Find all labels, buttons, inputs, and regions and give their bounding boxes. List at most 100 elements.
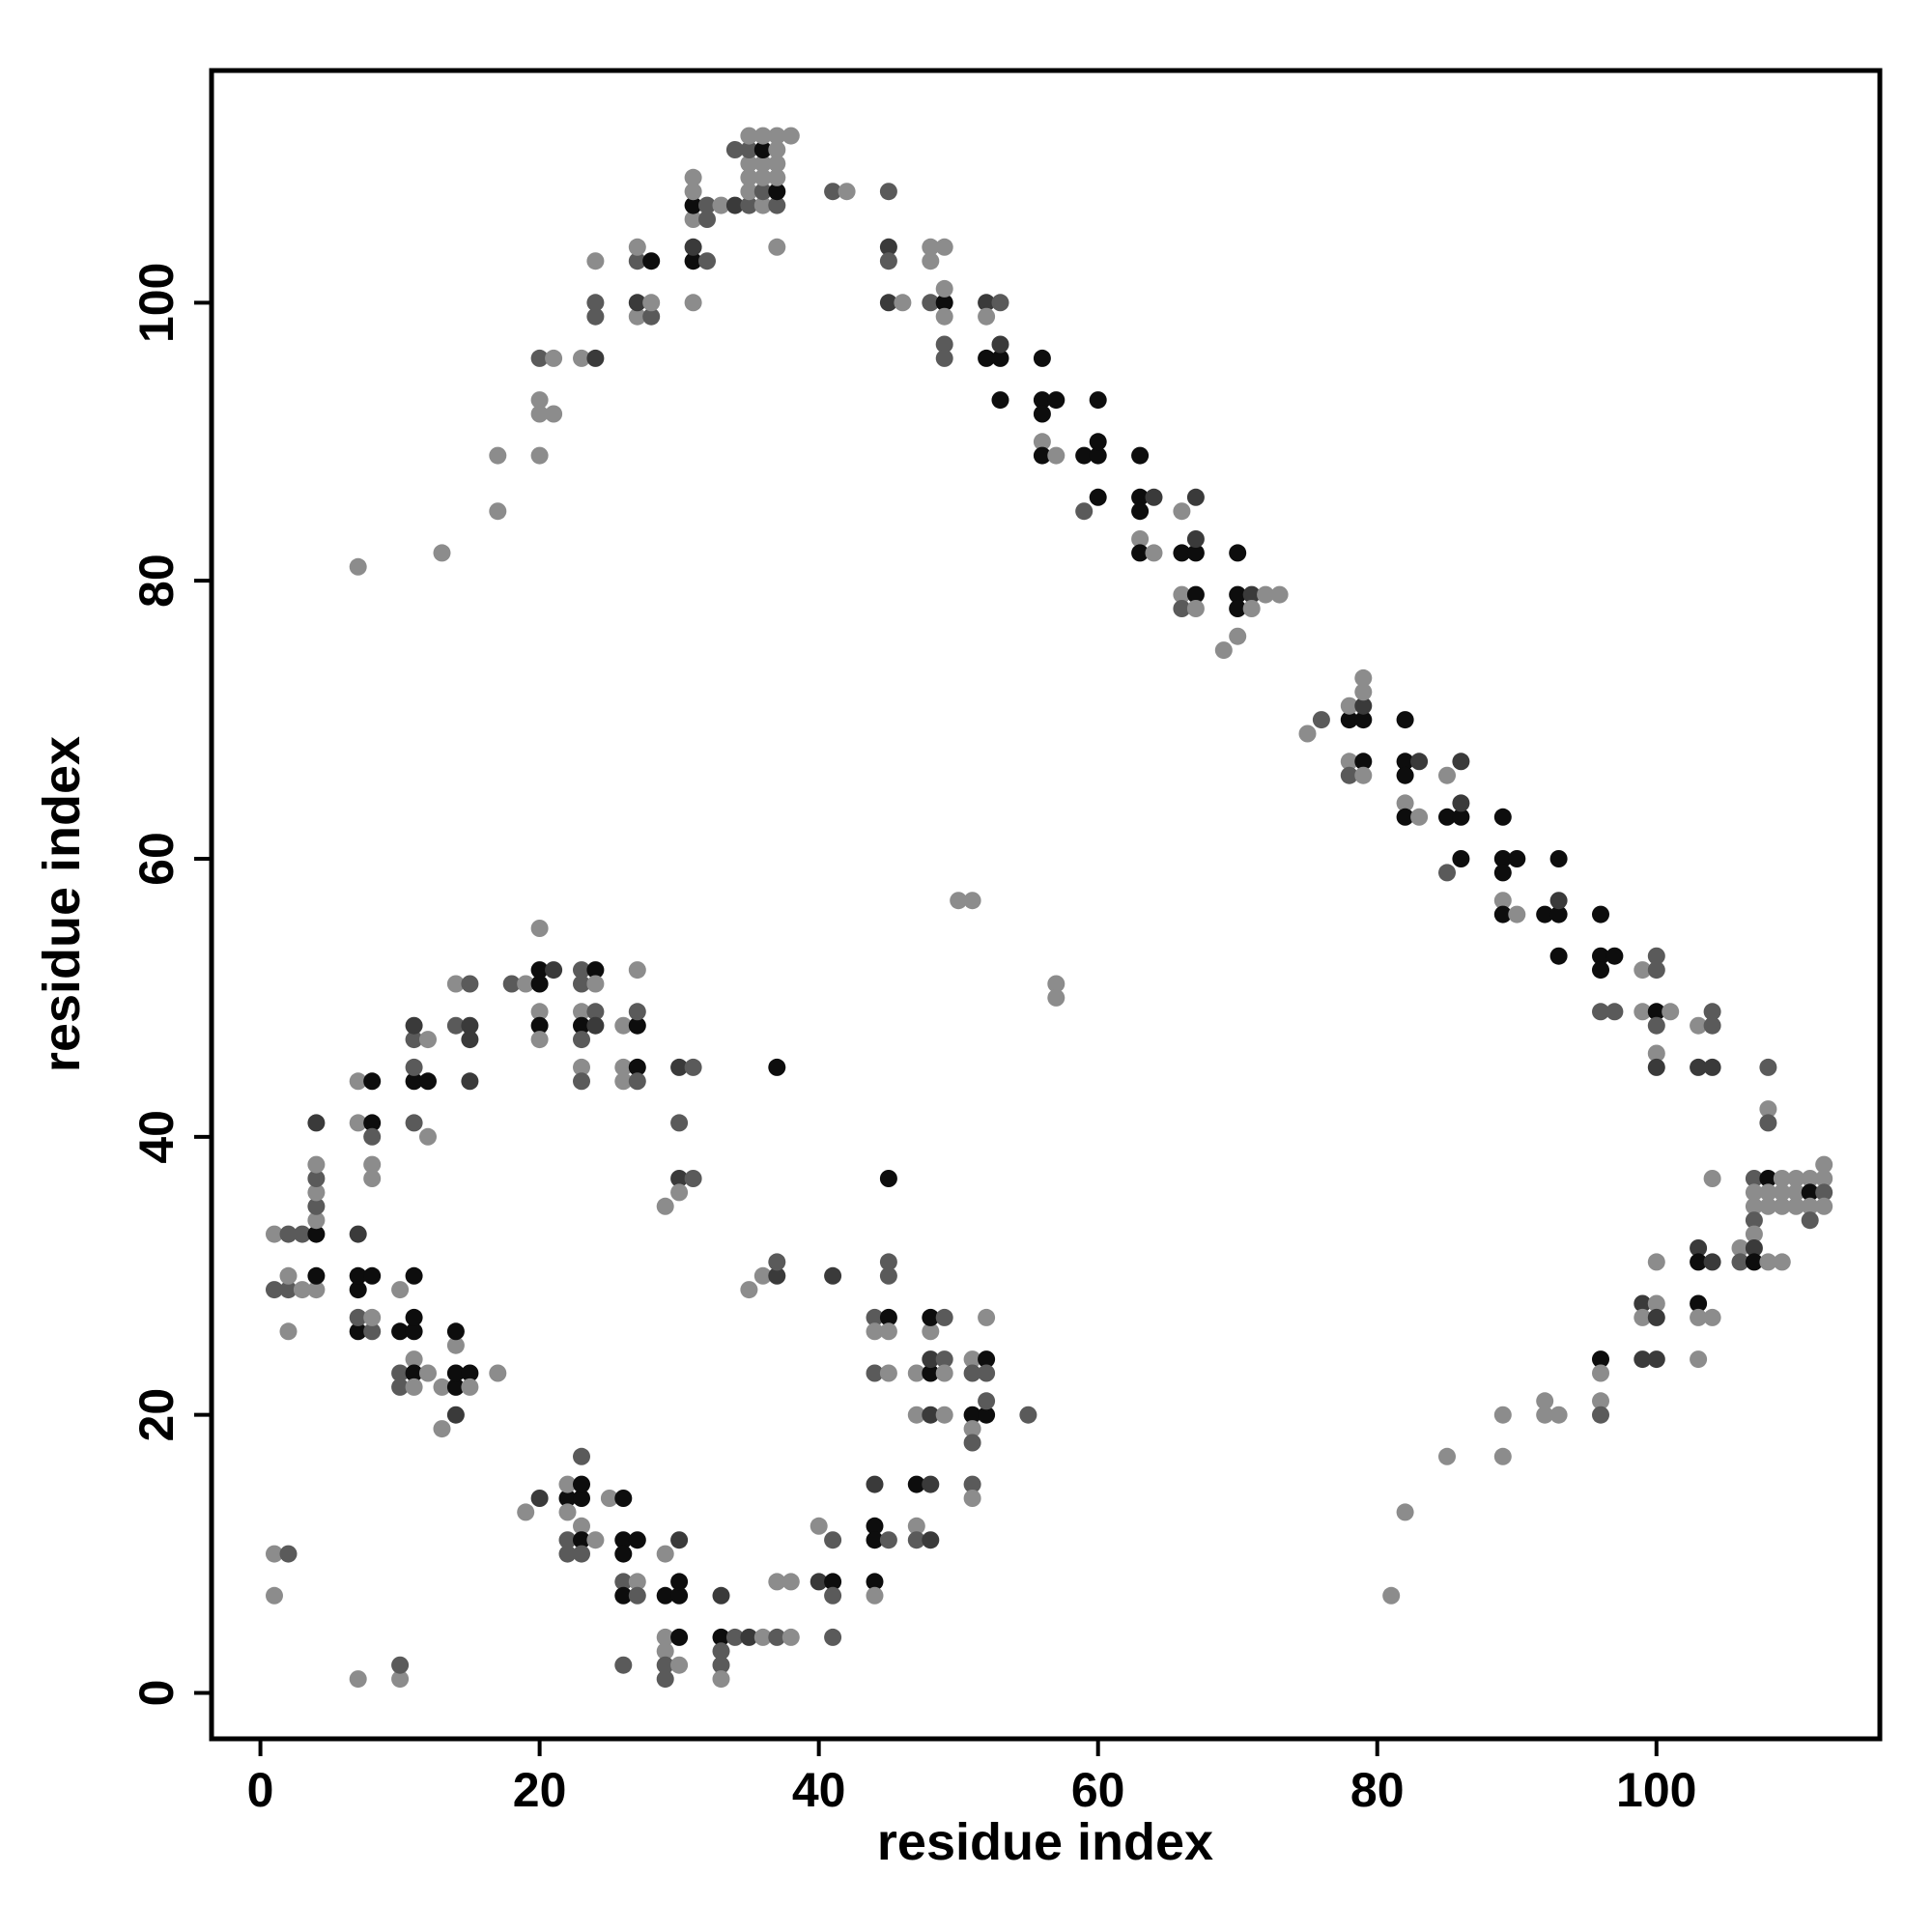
data-point — [628, 1072, 646, 1091]
data-point — [1690, 1308, 1708, 1326]
data-point — [405, 1322, 423, 1341]
data-point — [656, 1545, 674, 1563]
data-point — [1815, 1155, 1833, 1174]
data-point — [740, 127, 758, 145]
data-point — [824, 1573, 842, 1591]
data-point — [419, 1072, 437, 1091]
data-point — [684, 1058, 702, 1076]
data-point — [740, 1628, 758, 1646]
data-point — [753, 196, 772, 214]
data-point — [586, 294, 605, 312]
x-axis-label: residue index — [877, 1813, 1213, 1871]
data-point — [573, 349, 590, 367]
data-point — [1592, 1392, 1609, 1410]
data-point — [446, 975, 465, 993]
data-point — [517, 975, 535, 993]
data-point — [1186, 488, 1205, 506]
data-point — [1801, 1211, 1819, 1230]
data-point — [1605, 1003, 1624, 1021]
data-point — [391, 1364, 410, 1382]
data-point — [907, 1364, 925, 1382]
data-point — [963, 1350, 981, 1369]
data-point — [642, 252, 661, 270]
data-point — [824, 183, 842, 201]
data-point — [725, 141, 744, 158]
data-point — [1340, 711, 1358, 729]
data-point — [614, 1072, 633, 1091]
data-point — [1773, 1253, 1791, 1271]
data-point — [1549, 947, 1568, 965]
data-point — [1759, 1253, 1777, 1271]
data-point — [530, 1016, 549, 1035]
data-point — [502, 975, 521, 993]
data-point — [1131, 530, 1150, 548]
data-point — [1508, 905, 1526, 923]
data-point — [1452, 808, 1470, 826]
data-point — [935, 349, 953, 367]
data-point — [530, 1490, 549, 1507]
data-point — [1647, 947, 1665, 965]
data-point — [866, 1586, 884, 1605]
data-point — [1354, 696, 1373, 715]
data-point — [586, 1003, 605, 1021]
data-point — [1340, 766, 1358, 784]
data-point — [1662, 1003, 1680, 1021]
data-point — [753, 141, 772, 158]
data-point — [1229, 600, 1247, 617]
data-point — [1703, 1016, 1721, 1035]
data-point — [1493, 905, 1512, 923]
data-point — [446, 1016, 465, 1035]
data-point — [1340, 753, 1358, 771]
data-point — [684, 196, 702, 214]
data-point — [879, 1531, 897, 1549]
data-point — [1354, 766, 1373, 784]
data-point — [349, 557, 367, 576]
data-point — [1759, 1058, 1777, 1076]
data-point — [1312, 711, 1330, 729]
data-point — [1703, 1253, 1721, 1271]
data-point — [1354, 711, 1373, 729]
data-point — [1452, 850, 1470, 867]
data-point — [1801, 1170, 1819, 1187]
data-point — [1745, 1197, 1763, 1215]
data-point — [1298, 724, 1317, 743]
data-point — [279, 1225, 298, 1243]
data-point — [768, 1266, 786, 1285]
data-point — [461, 1016, 479, 1035]
data-point — [978, 1392, 996, 1410]
data-point — [586, 1531, 605, 1549]
data-point — [1647, 1016, 1665, 1035]
data-point — [1703, 1308, 1721, 1326]
data-point — [1634, 1003, 1652, 1021]
data-point — [1173, 600, 1191, 617]
data-point — [907, 1406, 925, 1424]
data-point — [1186, 585, 1205, 604]
data-point — [349, 1225, 367, 1243]
data-point — [922, 294, 940, 312]
data-point — [935, 335, 953, 354]
data-point — [573, 1058, 590, 1076]
data-point — [1759, 1197, 1777, 1215]
data-point — [1690, 1016, 1708, 1035]
data-point — [558, 1475, 577, 1493]
data-point — [266, 1586, 283, 1605]
data-point — [628, 294, 646, 312]
data-point — [670, 1183, 689, 1202]
y-tick-label: 100 — [129, 263, 184, 343]
data-point — [768, 1573, 786, 1591]
data-point — [405, 1364, 423, 1382]
data-point — [405, 1266, 423, 1285]
data-point — [1815, 1183, 1833, 1202]
data-point — [670, 1656, 689, 1674]
data-point — [391, 1378, 410, 1396]
data-point — [1815, 1170, 1833, 1187]
data-point — [558, 1531, 577, 1549]
data-point — [573, 975, 590, 993]
data-point — [768, 1058, 786, 1076]
data-point — [1592, 1350, 1609, 1369]
data-point — [1396, 766, 1414, 784]
data-point — [405, 1378, 423, 1396]
data-point — [1257, 585, 1275, 604]
data-point — [1438, 766, 1456, 784]
data-point — [753, 1628, 772, 1646]
